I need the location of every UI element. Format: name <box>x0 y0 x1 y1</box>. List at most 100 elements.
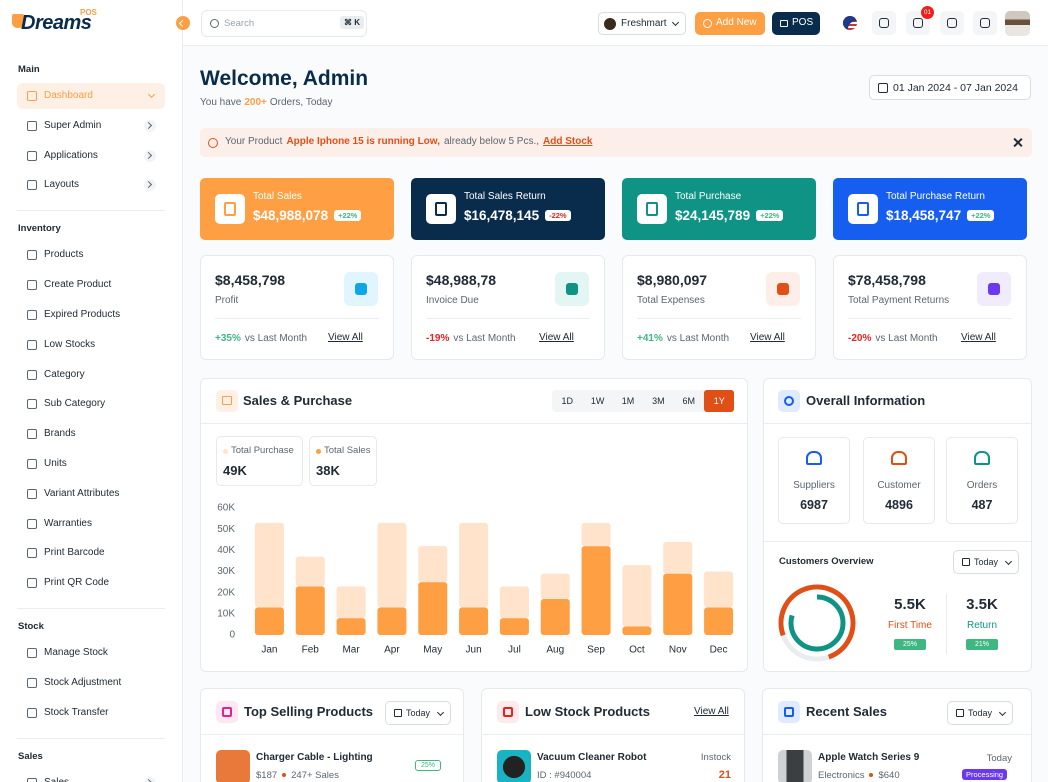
header-icon <box>879 18 889 28</box>
filter-button[interactable]: Today <box>947 701 1013 725</box>
section-title: Low Stock Products <box>525 704 650 719</box>
info-link[interactable]: View All <box>328 332 363 343</box>
range-tab[interactable]: 3M <box>652 396 665 406</box>
stat-icon <box>848 194 878 224</box>
stat-icon-glyph <box>435 202 447 216</box>
sidebar-item[interactable]: Warranties <box>17 511 165 537</box>
sidebar-label: Layouts <box>44 179 80 191</box>
sidebar-item[interactable]: Expired Products <box>17 302 165 328</box>
sidebar-icon <box>27 280 37 291</box>
header-icon <box>947 18 957 28</box>
product-id: ID : #940004 <box>537 770 592 781</box>
range-tab[interactable]: 1D <box>561 396 573 406</box>
info-link[interactable]: View All <box>961 332 996 343</box>
header-icon-button[interactable] <box>973 11 997 35</box>
product-price: $187 <box>256 770 278 781</box>
section-icon <box>778 701 800 723</box>
logo[interactable]: Dreams POS <box>12 8 102 38</box>
info-link[interactable]: View All <box>539 332 574 343</box>
sidebar-item[interactable]: Units <box>17 451 165 477</box>
sidebar-item[interactable]: Low Stocks <box>17 332 165 358</box>
chevron <box>436 708 445 717</box>
add-new-button[interactable]: Add New <box>695 12 765 35</box>
search-box[interactable]: Search ⌘ K <box>201 10 367 37</box>
welcome-subtitle: You have 200+ Orders, Today <box>200 97 333 108</box>
info-icon-glyph <box>566 283 578 295</box>
sidebar-item[interactable]: Print Barcode <box>17 540 165 566</box>
overall-stat-value: 6987 <box>800 498 828 512</box>
alert-suffix: already below 5 Pcs., <box>443 136 540 147</box>
sidebar-divider <box>17 608 165 610</box>
donut-ring-outer <box>778 584 856 662</box>
bar-segment <box>295 556 325 587</box>
bar-segment <box>622 626 652 635</box>
alert-product: Apple Iphone 15 is running Low, <box>286 136 440 147</box>
sidebar-icon <box>27 707 37 718</box>
date-range-picker[interactable]: 01 Jan 2024 - 07 Jan 2024 <box>869 75 1031 100</box>
section-title: Overall Information <box>806 393 926 408</box>
filter-button[interactable]: Today <box>385 701 451 725</box>
collapse-button[interactable] <box>176 16 190 30</box>
sidebar-item[interactable]: Category <box>17 362 165 388</box>
donut-ring-inner <box>788 594 846 652</box>
stat-icon-glyph <box>224 202 236 216</box>
info-change: +41% <box>637 333 663 344</box>
sidebar-item[interactable]: Print QR Code <box>17 570 165 596</box>
sidebar-item[interactable]: Manage Stock <box>17 640 165 666</box>
sidebar-item[interactable]: Variant Attributes <box>17 481 165 507</box>
summary-box: Total Purchase 49K <box>216 436 303 486</box>
sidebar-item[interactable]: Dashboard <box>17 83 165 109</box>
range-tab[interactable]: 1Y <box>704 390 735 412</box>
header-icon <box>913 18 923 28</box>
y-tick-label: 50K <box>217 524 235 535</box>
stat-icon-glyph <box>646 202 658 216</box>
sidebar-item[interactable]: Create Product <box>17 272 165 298</box>
bar-segment <box>418 582 448 635</box>
sidebar-item[interactable]: Sales <box>17 770 165 782</box>
stat-card: Total Sales $48,988,078 +22% <box>200 178 394 240</box>
filter-button[interactable]: Today <box>953 550 1019 574</box>
bar-segment <box>459 607 489 635</box>
product-change: 25% <box>415 760 442 771</box>
product-image <box>778 750 812 782</box>
info-footer: +35% vs Last Month <box>215 333 307 344</box>
alert-action[interactable]: Add Stock <box>543 136 593 147</box>
legend-dot <box>316 449 321 454</box>
sidebar-item[interactable]: Brands <box>17 421 165 447</box>
sidebar-item[interactable]: Products <box>17 242 165 268</box>
range-tab[interactable]: 6M <box>682 396 696 406</box>
pos-button[interactable]: POS <box>772 12 820 35</box>
sidebar-label: Warranties <box>44 517 92 529</box>
language-flag[interactable] <box>843 16 857 30</box>
store-select[interactable]: Freshmart <box>598 12 686 35</box>
sidebar-item[interactable]: Applications <box>17 143 165 169</box>
overall-stat-label: Customer <box>877 480 921 491</box>
stat-value: $18,458,747 <box>886 208 962 223</box>
info-label: Total Expenses <box>637 295 705 306</box>
info-link[interactable]: View All <box>750 332 785 343</box>
view-all-link[interactable]: View All <box>694 706 729 717</box>
info-label: Invoice Due <box>426 295 479 306</box>
stat-card: Total Purchase $24,145,789 +22% <box>622 178 816 240</box>
sidebar-item[interactable]: Stock Transfer <box>17 700 165 726</box>
header-icon-button[interactable] <box>940 11 964 35</box>
product-image <box>497 750 531 782</box>
range-tab[interactable]: 1W <box>590 396 605 406</box>
sidebar-item[interactable]: Sub Category <box>17 391 165 417</box>
sidebar-item[interactable]: Super Admin <box>17 113 165 139</box>
sidebar-icon <box>27 678 37 688</box>
overall-stat: Orders 487 <box>946 437 1018 524</box>
section-title: Recent Sales <box>806 704 887 719</box>
sidebar-item[interactable]: Stock Adjustment <box>17 670 165 696</box>
info-value: $78,458,798 <box>848 272 926 288</box>
group-label: First Time <box>888 620 932 631</box>
sidebar-item[interactable]: Layouts <box>17 172 165 198</box>
sidebar-section-title: Stock <box>18 621 44 633</box>
product-meta: $187 247+ Sales <box>256 770 339 781</box>
alert-close[interactable] <box>1013 137 1023 148</box>
sidebar-label: Sales <box>44 777 69 782</box>
range-tab[interactable]: 1M <box>621 396 635 406</box>
info-change: +35% <box>215 333 241 344</box>
header-icon-button[interactable] <box>872 11 896 35</box>
user-avatar[interactable] <box>1005 11 1030 36</box>
